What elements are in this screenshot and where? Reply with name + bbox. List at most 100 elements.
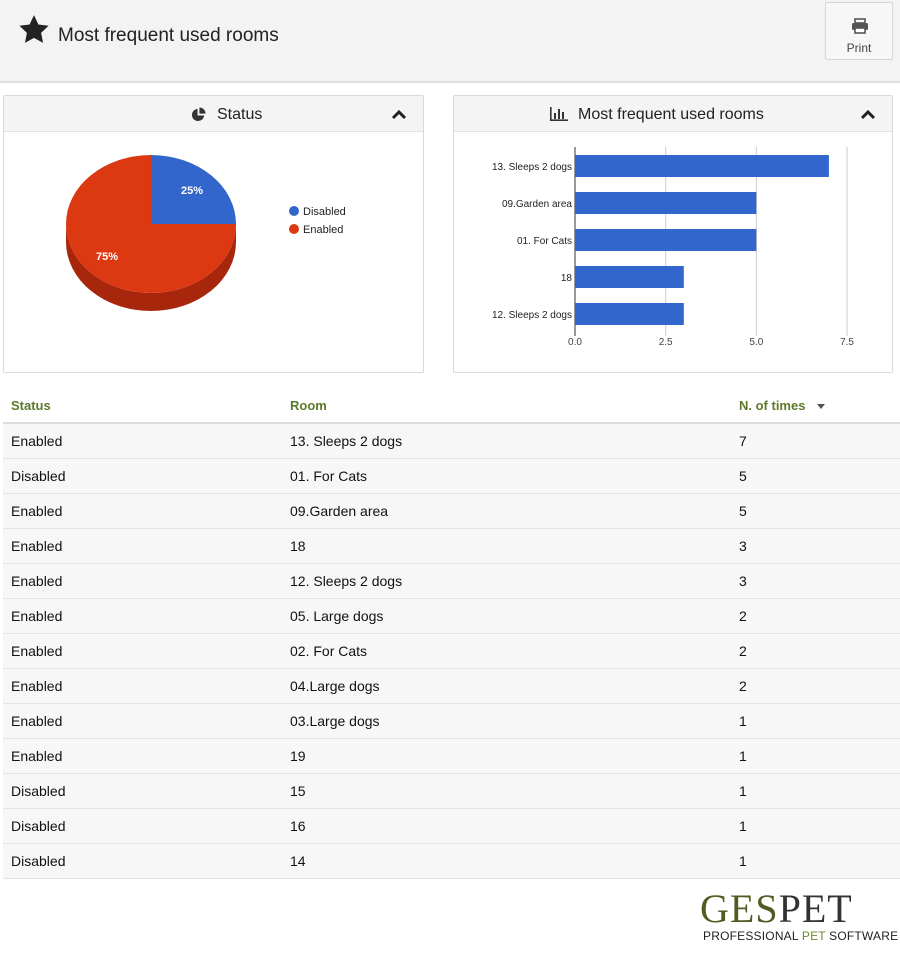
cell-room: 16 [282,808,731,844]
cell-count: 5 [731,493,900,529]
legend-label-disabled: Disabled [303,206,346,218]
x-tick-label: 7.5 [840,337,854,348]
print-button[interactable]: Print [825,2,893,60]
bar [575,266,684,288]
status-panel-title: Status [217,106,263,123]
logo-ges: GES [700,886,779,931]
cell-status: Enabled [3,563,282,599]
cell-room: 03.Large dogs [282,703,731,739]
cell-count: 3 [731,528,900,564]
table-row: Disabled 15 1 [3,773,900,809]
bar [575,229,757,251]
y-category-label: 13. Sleeps 2 dogs [492,162,572,173]
logo-tagline-3: SOFTWARE [825,929,899,943]
table-row: Disabled 14 1 [3,843,900,879]
legend-dot-enabled [289,224,299,234]
cell-count: 1 [731,808,900,844]
column-header-count-label: N. of times [739,398,806,413]
cell-room: 14 [282,843,731,879]
logo-pet: PET [778,886,853,931]
cell-status: Disabled [3,773,282,809]
cell-status: Enabled [3,423,282,459]
cell-status: Enabled [3,703,282,739]
table-row: Disabled 16 1 [3,808,900,844]
legend-label-enabled: Enabled [303,224,344,236]
page-header: Most frequent used rooms Print [0,0,900,83]
cell-count: 1 [731,843,900,879]
table-row: Enabled 19 1 [3,738,900,774]
cell-count: 7 [731,423,900,459]
pie-label-enabled: 75% [96,251,118,263]
status-panel-header: Status [4,96,423,132]
cell-room: 01. For Cats [282,458,731,494]
logo-tagline-1: PROFESSIONAL [703,929,802,943]
table-row: Enabled 03.Large dogs 1 [3,703,900,739]
pie-label-disabled: 25% [181,185,203,197]
cell-status: Disabled [3,458,282,494]
printer-icon [852,18,868,34]
cell-room: 02. For Cats [282,633,731,669]
table-row: Enabled 05. Large dogs 2 [3,598,900,634]
cell-count: 5 [731,458,900,494]
logo-tagline-2: PET [801,929,826,943]
cell-status: Enabled [3,738,282,774]
collapse-chevron-icon[interactable] [391,108,407,120]
pie-side-enabled [66,224,236,311]
cell-room: 18 [282,528,731,564]
page-title: Most frequent used rooms [58,25,279,46]
column-header-status[interactable]: Status [3,389,282,424]
table-row: Enabled 04.Large dogs 2 [3,668,900,704]
bar [575,155,829,177]
cell-count: 1 [731,703,900,739]
cell-room: 09.Garden area [282,493,731,529]
rooms-panel-title: Most frequent used rooms [578,106,764,123]
x-tick-label: 5.0 [749,337,763,348]
cell-status: Disabled [3,843,282,879]
rooms-table: Status Room N. of times Enabled 13. Sleep… [3,389,900,879]
column-header-room[interactable]: Room [282,389,731,424]
y-category-label: 01. For Cats [517,236,572,247]
cell-room: 15 [282,773,731,809]
cell-room: 12. Sleeps 2 dogs [282,563,731,599]
cell-status: Disabled [3,808,282,844]
cell-count: 1 [731,738,900,774]
table-header-row: Status Room N. of times [3,389,900,424]
x-tick-label: 2.5 [659,337,673,348]
bar-chart-icon [550,107,568,121]
column-header-room-label: Room [290,398,327,413]
pie-slice-disabled [151,155,236,224]
y-category-label: 09.Garden area [502,199,572,210]
cell-count: 2 [731,598,900,634]
table-row: Enabled 09.Garden area 5 [3,493,900,529]
cell-status: Enabled [3,668,282,704]
star-icon [19,15,49,43]
table-row: Disabled 01. For Cats 5 [3,458,900,494]
bar [575,192,757,214]
table-row: Enabled 18 3 [3,528,900,564]
cell-count: 3 [731,563,900,599]
column-header-count[interactable]: N. of times [731,389,900,424]
legend-dot-disabled [289,206,299,216]
cell-count: 2 [731,633,900,669]
print-label: Print [846,41,872,55]
gespet-logo: GESPET PROFESSIONAL PET SOFTWARE [700,889,898,944]
logo-tagline: PROFESSIONAL PET SOFTWARE [703,929,898,943]
cell-room: 19 [282,738,731,774]
sort-desc-icon[interactable] [817,404,826,409]
cell-status: Enabled [3,633,282,669]
cell-room: 04.Large dogs [282,668,731,704]
logo-wordmark: GESPET [700,889,898,929]
column-header-status-label: Status [11,398,51,413]
table-row: Enabled 12. Sleeps 2 dogs 3 [3,563,900,599]
cell-status: Enabled [3,598,282,634]
bar [575,303,684,325]
cell-status: Enabled [3,528,282,564]
cell-room: 05. Large dogs [282,598,731,634]
status-pie-chart: 25% 75% [66,155,236,311]
collapse-chevron-icon[interactable] [860,108,876,120]
y-category-label: 18 [561,273,573,284]
legend-item-enabled: Enabled [289,224,343,236]
status-panel: Status 25% 75% Disabled Enabled [3,95,424,373]
x-tick-label: 0.0 [568,337,582,348]
pie-chart-icon [191,107,206,122]
